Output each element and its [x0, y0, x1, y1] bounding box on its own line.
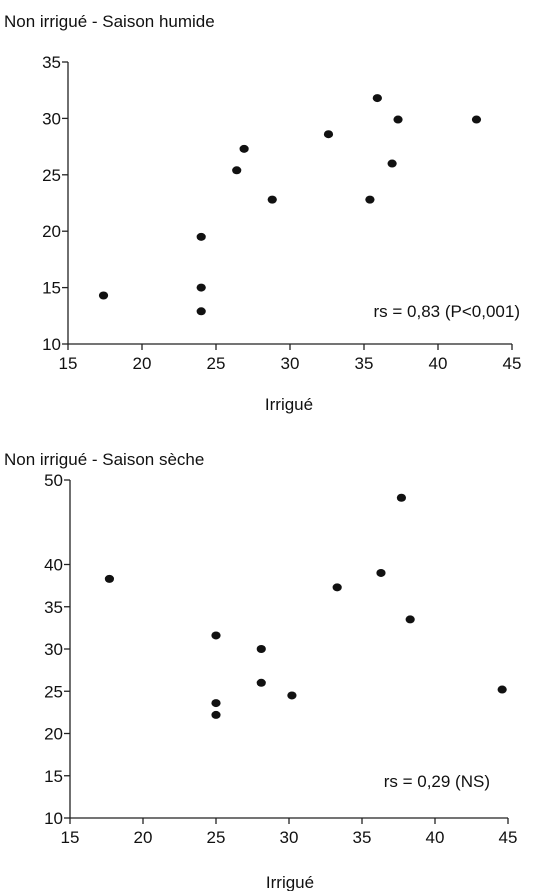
y-tick-label: 30 — [44, 640, 63, 659]
x-tick-label: 25 — [207, 354, 226, 373]
y-tick-label: 35 — [42, 53, 61, 72]
x-tick-label: 40 — [429, 354, 448, 373]
x-tick-label: 25 — [207, 828, 226, 847]
data-point — [239, 144, 249, 153]
y-tick-label: 15 — [44, 767, 63, 786]
x-tick-label: 30 — [281, 354, 300, 373]
y-tick-label: 10 — [44, 809, 63, 828]
data-point — [196, 307, 206, 316]
data-point — [196, 232, 206, 241]
data-point — [497, 685, 507, 694]
data-point — [396, 493, 407, 502]
chart-wet-season: Non irrigué - Saison humide 15 20 25 30 35 40… — [4, 12, 521, 414]
x-tick-label: 20 — [133, 354, 152, 373]
data-point — [323, 130, 334, 139]
y-tick-label: 25 — [42, 166, 61, 185]
data-point — [256, 645, 266, 653]
correlation-annotation: rs = 0,29 (NS) — [384, 772, 490, 791]
y-tick-label: 50 — [44, 471, 63, 490]
data-point — [393, 115, 403, 124]
y-tick-label: 25 — [44, 682, 63, 701]
x-axis-title: Irrigué — [266, 873, 314, 891]
points — [98, 94, 482, 316]
x-tick-label: 30 — [280, 828, 299, 847]
x-tick-label: 20 — [134, 828, 153, 847]
data-point — [211, 699, 221, 708]
data-point — [372, 94, 382, 103]
data-point — [211, 631, 221, 640]
x-tick-label: 15 — [61, 828, 80, 847]
chart-title: Non irrigué - Saison humide — [4, 12, 215, 31]
data-point — [98, 291, 109, 300]
y-tick-label: 15 — [42, 279, 61, 298]
data-point — [267, 195, 277, 204]
chart-dry-season: Non irrigué - Saison sèche 15 20 25 30 35 40 4… — [4, 450, 517, 891]
data-point — [471, 115, 482, 124]
y-tick-label: 10 — [42, 335, 61, 354]
y-tick-label: 20 — [42, 222, 61, 241]
x-tick-label: 45 — [503, 354, 522, 373]
y-tick-label: 30 — [42, 109, 61, 128]
chart-title: Non irrigué - Saison sèche — [4, 450, 204, 469]
data-point — [405, 615, 415, 624]
x-tick-label: 35 — [353, 828, 372, 847]
data-point — [196, 283, 206, 292]
x-axis-title: Irrigué — [265, 395, 313, 414]
points — [104, 493, 507, 719]
x-tick-label: 15 — [59, 354, 78, 373]
x-tick-label: 45 — [499, 828, 518, 847]
data-point — [232, 166, 242, 175]
data-point — [211, 710, 221, 719]
data-point — [365, 195, 375, 204]
y-tick-label: 35 — [44, 598, 63, 617]
data-point — [376, 568, 386, 577]
correlation-annotation: rs = 0,83 (P<0,001) — [374, 302, 520, 321]
data-point — [332, 583, 342, 592]
data-point — [104, 574, 115, 583]
x-tick-label: 40 — [426, 828, 445, 847]
y-tick-label: 20 — [44, 725, 63, 744]
data-point — [256, 678, 266, 687]
data-point — [387, 159, 397, 168]
y-tick-label: 40 — [44, 556, 63, 575]
data-point — [287, 691, 297, 700]
x-tick-label: 35 — [355, 354, 374, 373]
